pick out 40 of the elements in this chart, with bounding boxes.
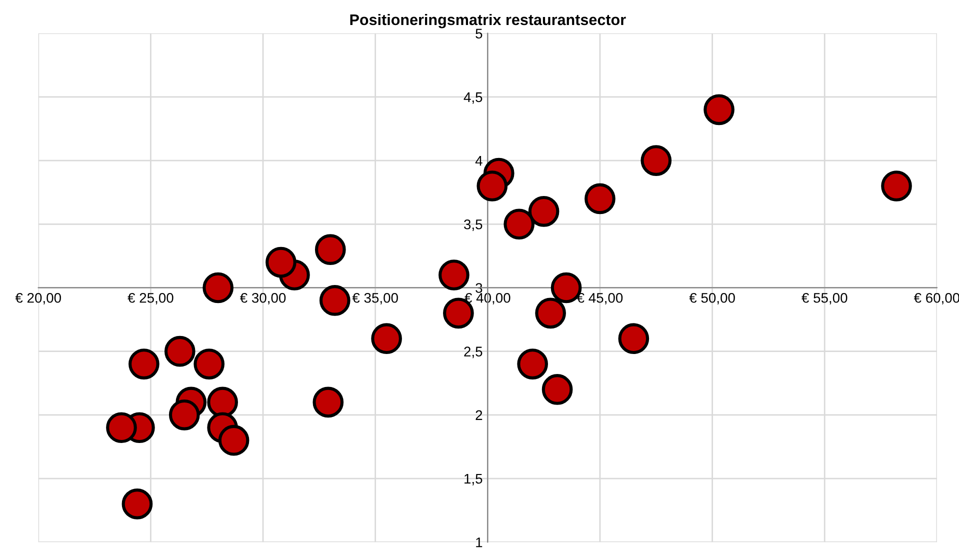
point (128, 348, 160, 380)
point (194, 348, 225, 380)
y-tick-label: 2,5 (464, 346, 482, 358)
point (640, 145, 672, 176)
point (106, 412, 137, 444)
point (528, 196, 560, 227)
point (881, 170, 912, 202)
point (517, 348, 548, 380)
point (312, 386, 344, 418)
x-tick-label: € 25,00 (128, 292, 174, 304)
point (202, 272, 234, 304)
x-tick-label: € 30,00 (240, 292, 286, 304)
x-tick-label: € 50,00 (689, 292, 735, 304)
point (371, 323, 402, 354)
point (319, 285, 350, 316)
point (504, 208, 535, 240)
point (618, 323, 650, 354)
x-tick-label: € 20,00 (15, 292, 61, 304)
point (535, 298, 566, 329)
y-tick-label: 4,5 (464, 92, 482, 104)
point (542, 374, 573, 405)
y-tick-label: 4 (475, 156, 482, 166)
y-tick-label: 3,5 (464, 219, 482, 231)
point (266, 246, 296, 278)
x-tick-label: € 35,00 (352, 292, 398, 304)
point (476, 170, 508, 202)
point (314, 234, 346, 265)
point (164, 336, 196, 367)
point (168, 399, 200, 430)
y-tick-label: 5 (476, 28, 482, 39)
point (704, 94, 734, 126)
point (218, 424, 250, 456)
point (438, 260, 470, 290)
chart-title: Positioneringsmatrix restaurantsector (350, 14, 626, 28)
point (122, 488, 153, 520)
point (584, 183, 616, 214)
y-tick-label: 1,5 (464, 474, 482, 486)
x-tick-label: € 55,00 (802, 292, 848, 304)
y-tick-label: 1 (476, 538, 482, 548)
y-tick-label: 2 (476, 410, 482, 420)
